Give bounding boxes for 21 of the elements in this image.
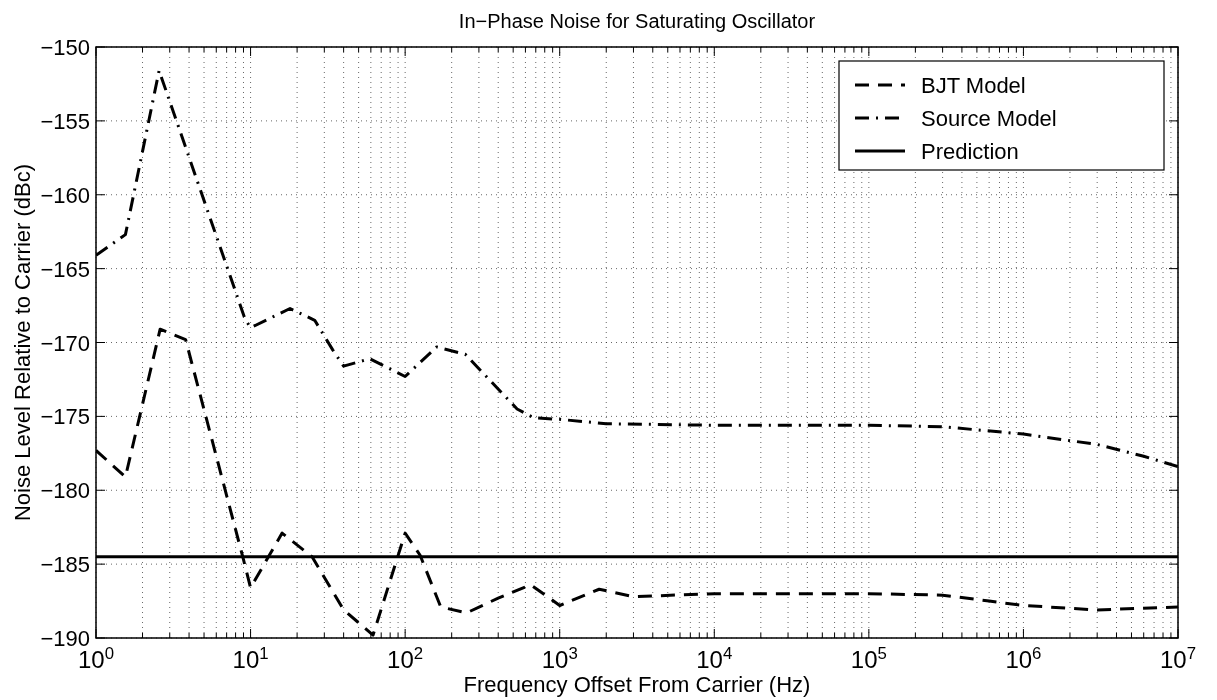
x-tick-label: 10$^{2}$ (387, 643, 424, 673)
x-axis-title: Frequency Offset From Carrier (Hz) (463, 672, 811, 697)
y-tick-label: −150 (40, 35, 90, 60)
y-tick-label: −155 (40, 108, 90, 134)
x-tick-label: 10$^{3}$ (541, 643, 578, 673)
chart-title: In−Phase Noise for Saturating Oscillator (458, 10, 816, 32)
y-tick-label: −185 (40, 552, 90, 578)
y-tick-label: −175 (40, 404, 90, 430)
y-tick-label: −165 (40, 256, 90, 282)
y-axis-title: Noise Level Relative to Carrier (dBc) (10, 163, 35, 522)
x-tick-label: 10$^{6}$ (1005, 643, 1042, 673)
y-tick-label: −180 (40, 478, 90, 504)
x-tick-label: 10$^{1}$ (232, 643, 269, 673)
y-tick-label: −170 (40, 330, 90, 356)
y-tick-label: −160 (40, 182, 90, 208)
x-tick-label: 10$^{5}$ (850, 643, 887, 673)
legend-label: BJT Model (921, 73, 1026, 98)
x-tick-label: 10$^{7}$ (1159, 643, 1197, 673)
legend-label: Prediction (921, 139, 1019, 164)
x-tick-label: 10$^{4}$ (696, 643, 733, 673)
legend-label: Source Model (921, 106, 1057, 131)
